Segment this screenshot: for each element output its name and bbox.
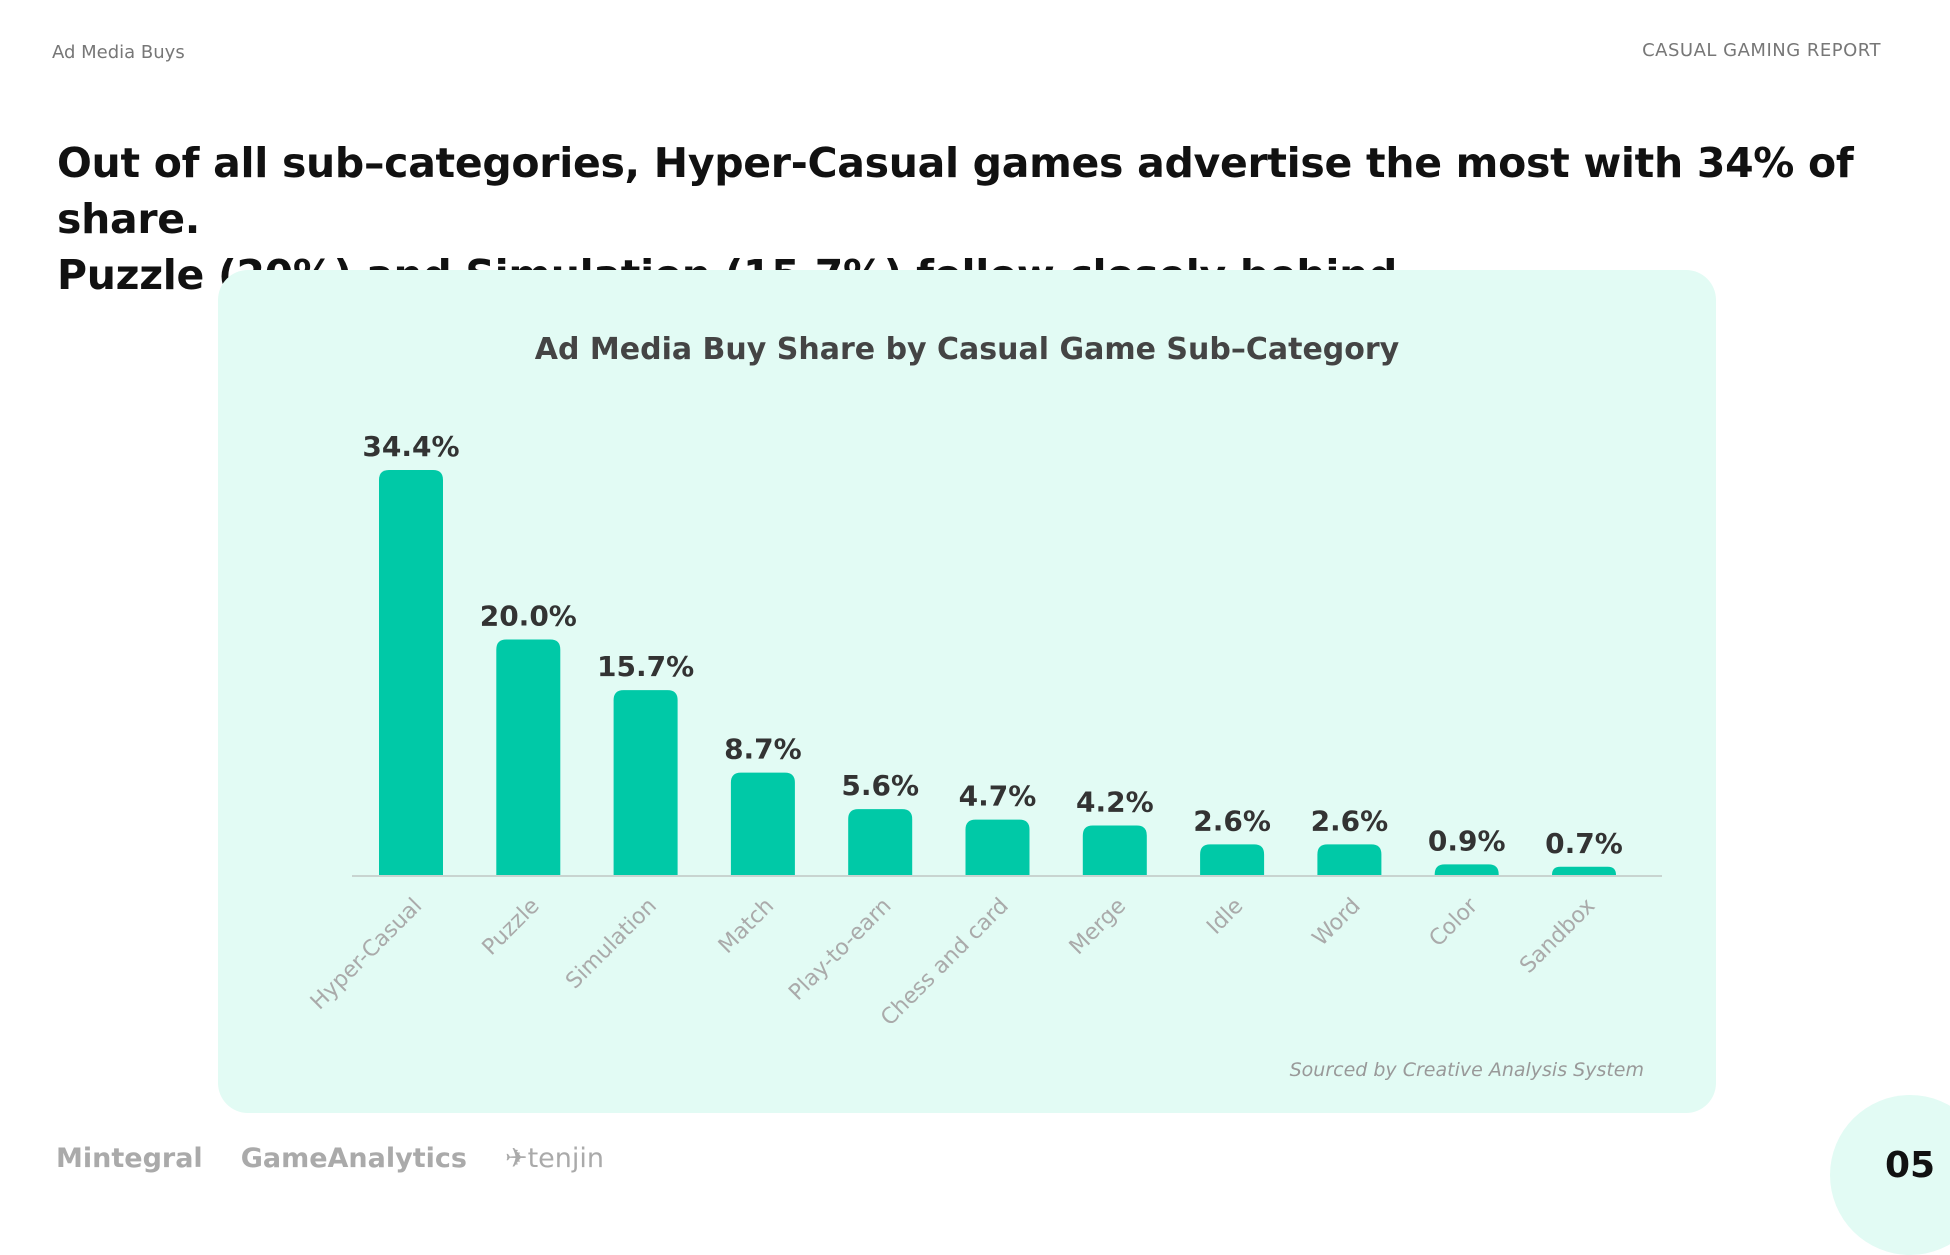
chart-title: Ad Media Buy Share by Casual Game Sub–Ca… (534, 332, 1400, 367)
data-label: 0.9% (1428, 824, 1506, 857)
category-label: Simulation (561, 894, 662, 995)
data-label: 8.7% (724, 733, 802, 766)
section-label: Ad Media Buys (52, 42, 185, 63)
bar-word (1317, 844, 1382, 875)
data-label: 20.0% (480, 600, 577, 633)
category-label: Merge (1065, 894, 1131, 960)
logo-tenjin: ✈︎tenjin (504, 1143, 605, 1174)
data-label: 2.6% (1311, 804, 1389, 837)
bar-hyper-casual (379, 470, 443, 875)
data-label: 2.6% (1193, 804, 1271, 837)
bar-sandbox (1552, 866, 1616, 875)
chart-panel: Ad Media Buy Share by Casual Game Sub–Ca… (218, 270, 1716, 1113)
category-label: Match (714, 894, 779, 959)
category-label: Idle (1202, 894, 1248, 940)
headline-line-1: Out of all sub–categories, Hyper-Casual … (57, 139, 1854, 243)
data-label: 15.7% (597, 650, 694, 683)
category-label: Puzzle (478, 894, 545, 961)
data-label: 4.7% (959, 780, 1037, 813)
bar-merge (1082, 825, 1147, 875)
bar-idle (1200, 844, 1265, 875)
data-label: 0.7% (1545, 827, 1623, 860)
bar-color (1434, 864, 1499, 875)
category-label: Play-to-earn (784, 894, 896, 1006)
bar-simulation (613, 690, 678, 875)
logo-mintegral: Mintegral (56, 1143, 203, 1174)
source-note: Sourced by Creative Analysis System (1289, 1059, 1644, 1081)
page-number: 05 (1885, 1145, 1936, 1186)
data-label: 34.4% (362, 430, 459, 463)
data-label: 5.6% (841, 769, 919, 802)
partner-logos: Mintegral GameAnalytics ✈︎tenjin (56, 1143, 604, 1174)
bar-puzzle (496, 639, 561, 875)
category-label: Word (1308, 894, 1366, 952)
bar-chess-and-card (965, 819, 1030, 875)
logo-gameanalytics: GameAnalytics (240, 1143, 467, 1174)
bar-play-to-earn (848, 809, 913, 875)
data-label: 4.2% (1076, 786, 1154, 819)
tenjin-icon: ✈︎ (504, 1143, 528, 1174)
bar-chart: 34.4% Hyper-Casual 20.0% Puzzle 15.7% Simulat… (306, 430, 1662, 1031)
category-label: Color (1425, 893, 1484, 952)
category-label: Chess and card (876, 894, 1013, 1031)
bar-match (730, 772, 795, 875)
category-label: Sandbox (1515, 894, 1600, 979)
report-label: CASUAL GAMING REPORT (1642, 40, 1881, 61)
category-label: Hyper-Casual (306, 894, 427, 1015)
